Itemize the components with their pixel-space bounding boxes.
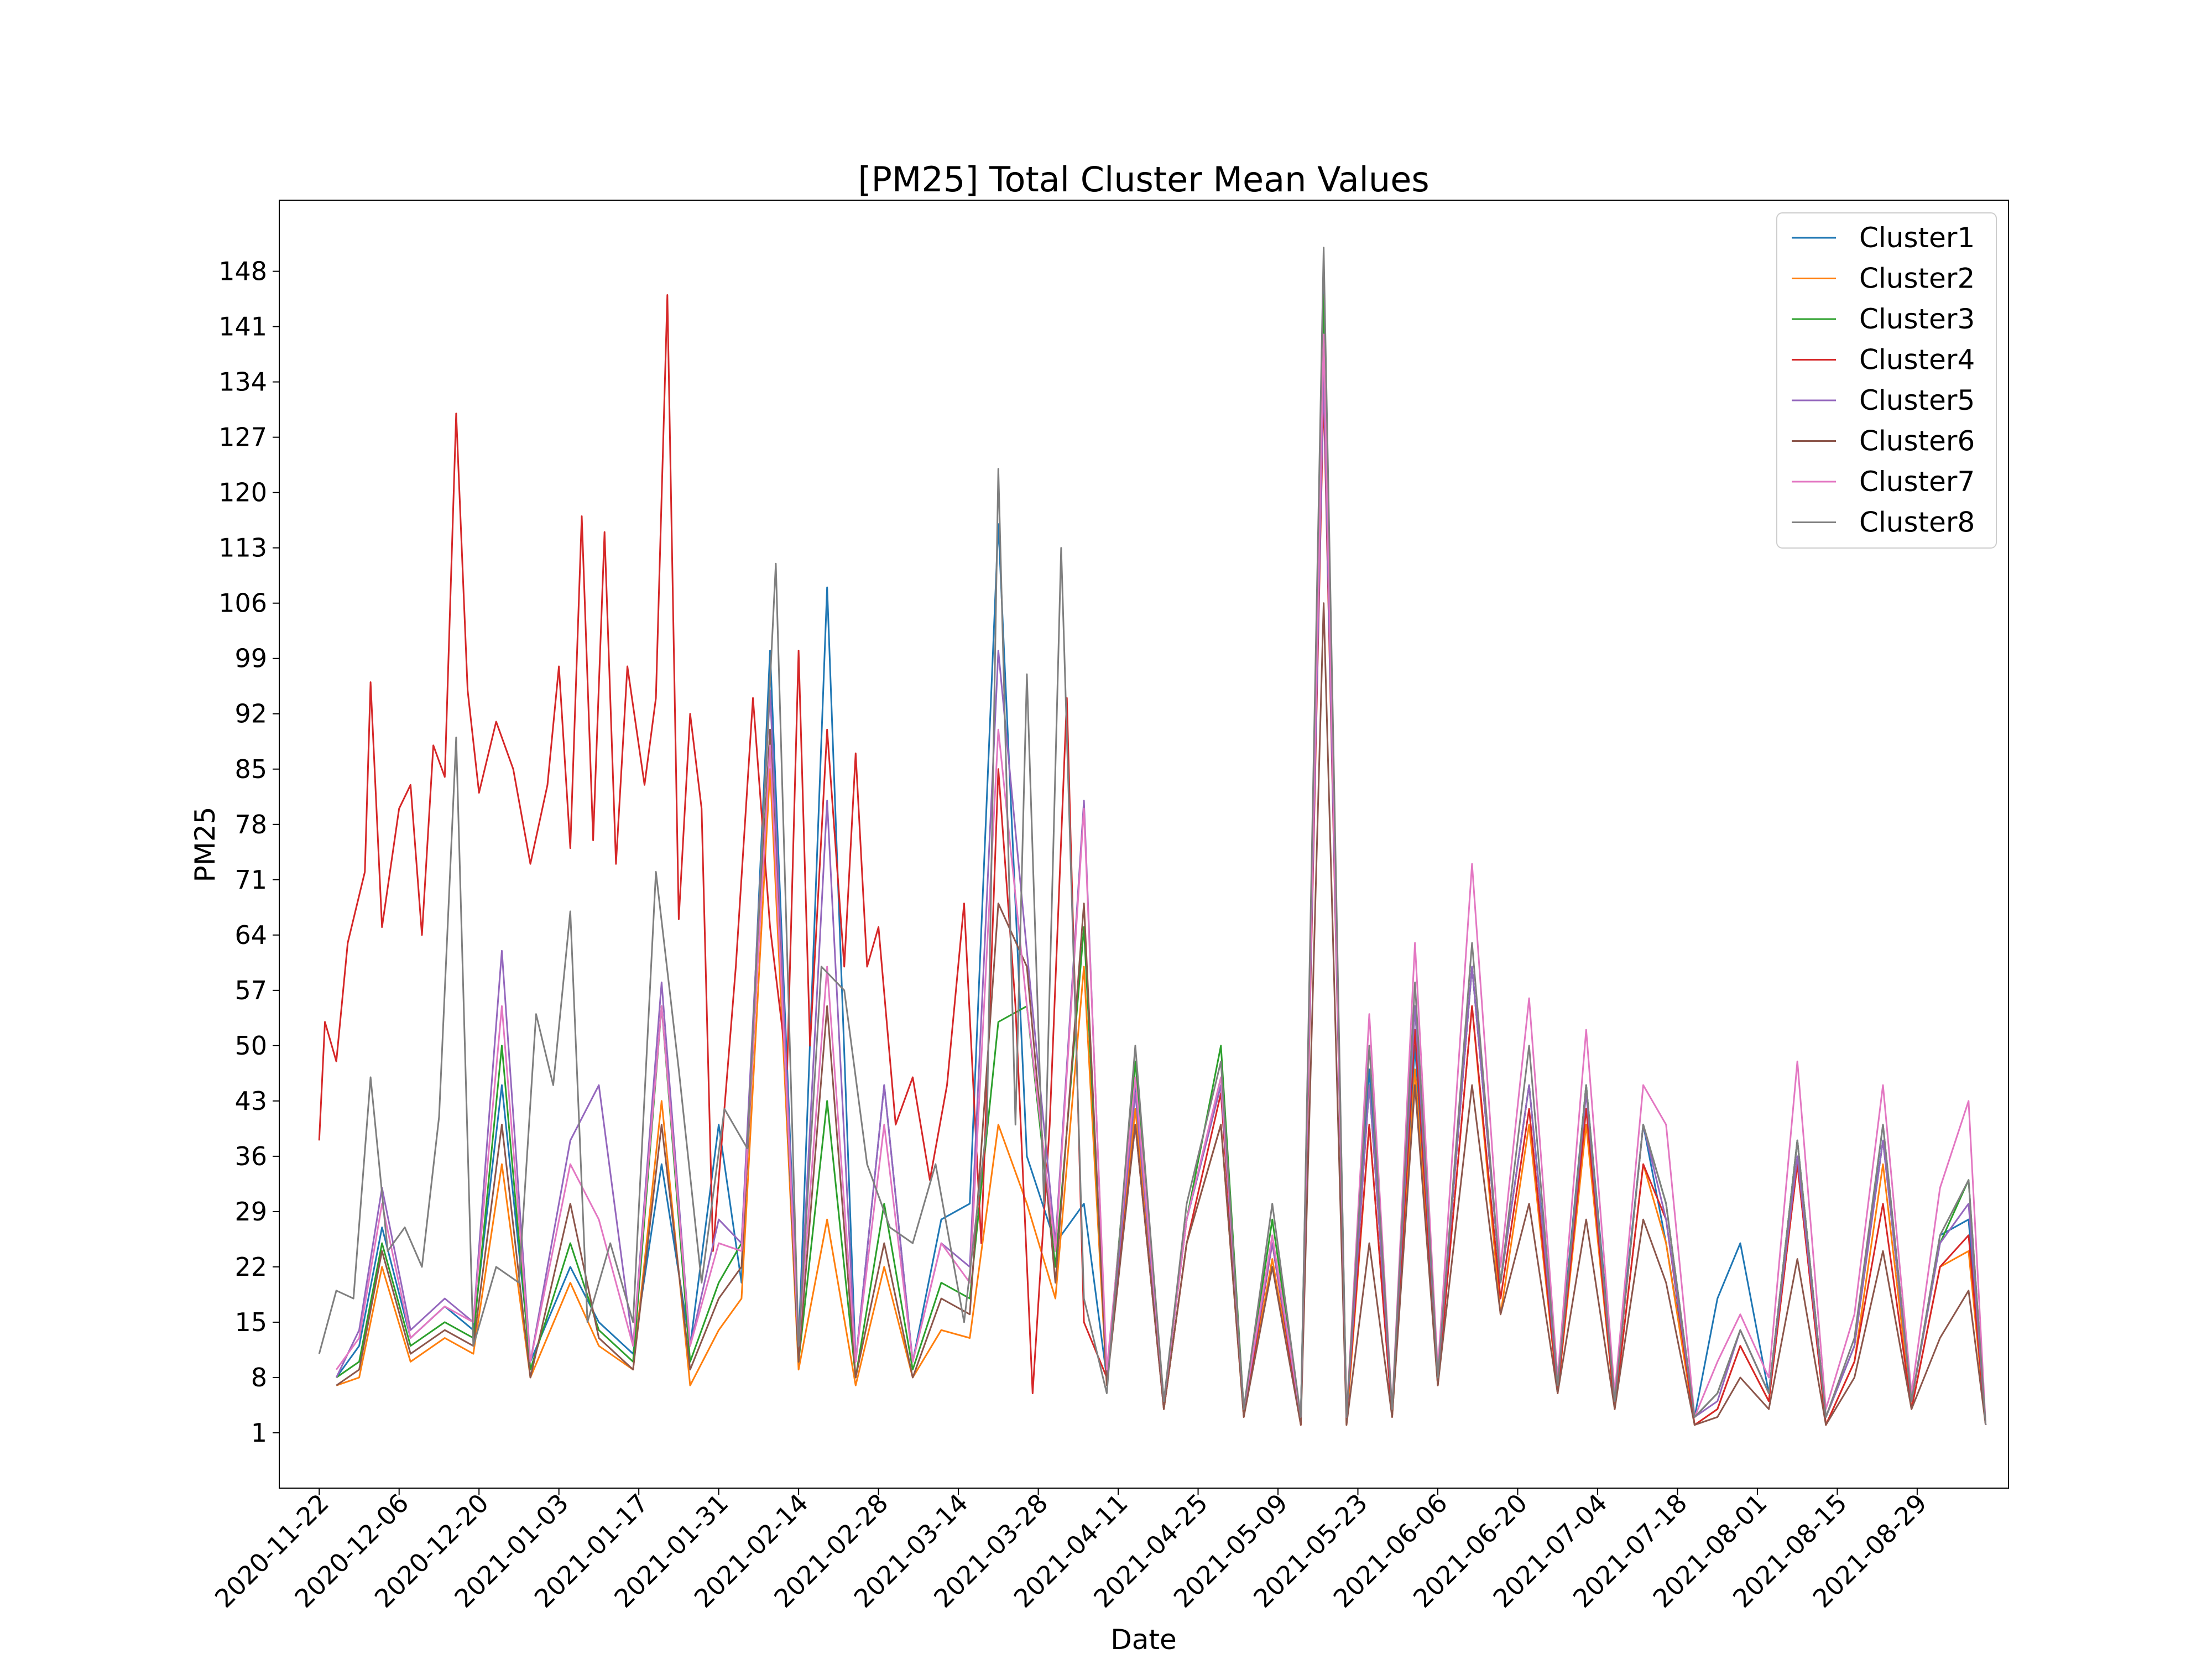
y-tick-label: 64 <box>234 920 267 950</box>
y-tick-label: 99 <box>234 644 267 674</box>
legend-label: Cluster2 <box>1859 263 1975 295</box>
y-tick-label: 134 <box>218 367 267 397</box>
legend-label: Cluster1 <box>1859 222 1975 254</box>
y-tick-label: 57 <box>234 975 267 1005</box>
y-tick-label: 148 <box>218 257 267 286</box>
y-tick-label: 15 <box>234 1307 267 1337</box>
y-tick-label: 1 <box>251 1418 267 1448</box>
y-axis-title: PM25 <box>189 807 221 883</box>
y-tick-label: 106 <box>218 588 267 618</box>
legend-label: Cluster5 <box>1859 384 1975 416</box>
y-tick-label: 36 <box>234 1141 267 1171</box>
x-axis-title: Date <box>1110 1624 1177 1656</box>
chart-title: [PM25] Total Cluster Mean Values <box>858 159 1429 200</box>
y-axis: 1 8 15 22 29 36 43 50 57 64 71 78 85 92 99 106 113 120 127… <box>218 257 279 1448</box>
y-tick-label: 29 <box>234 1197 267 1227</box>
x-axis: 2020-11-222020-12-062020-12-202021-01-03… <box>209 1488 1933 1614</box>
legend-label: Cluster7 <box>1859 466 1975 498</box>
y-tick-label: 50 <box>234 1031 267 1061</box>
legend-label: Cluster4 <box>1859 344 1975 376</box>
legend-box <box>1776 212 1997 549</box>
plot-frame <box>279 200 2009 1489</box>
y-tick-label: 43 <box>234 1086 267 1116</box>
y-tick-label: 8 <box>251 1363 267 1392</box>
y-tick-label: 141 <box>218 312 267 342</box>
y-tick-label: 113 <box>218 533 267 563</box>
legend-label: Cluster8 <box>1859 507 1975 539</box>
legend-label: Cluster6 <box>1859 425 1975 457</box>
y-tick-label: 71 <box>234 865 267 895</box>
series-line-cluster7 <box>335 333 1987 1425</box>
legend: Cluster1 Cluster2 Cluster3 Cluster4 Cluster5… <box>1776 212 1997 549</box>
series-line-cluster3 <box>336 294 1987 1425</box>
y-tick-label: 78 <box>234 810 267 839</box>
series-line-cluster8 <box>318 247 1987 1425</box>
y-tick-label: 120 <box>218 478 267 508</box>
y-tick-label: 127 <box>218 422 267 452</box>
y-tick-label: 85 <box>234 754 267 784</box>
series-line-cluster6 <box>336 602 1987 1426</box>
series-line-cluster2 <box>336 333 1987 1426</box>
series-lines <box>318 247 1987 1426</box>
legend-label: Cluster3 <box>1859 303 1975 335</box>
y-tick-label: 92 <box>234 699 267 729</box>
y-tick-label: 22 <box>234 1252 267 1282</box>
series-line-cluster4 <box>318 294 1987 1426</box>
